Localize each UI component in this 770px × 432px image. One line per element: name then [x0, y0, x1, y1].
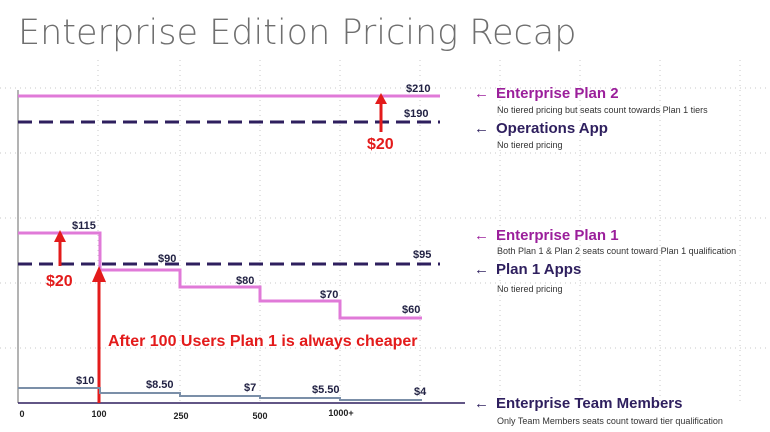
data-label: $10: [76, 375, 94, 387]
legend-label: Operations App: [496, 120, 608, 137]
legend-note: No tiered pricing: [497, 284, 563, 294]
left-arrow-icon: ←: [474, 85, 489, 102]
x-tick-label: 250: [173, 411, 188, 421]
legend-enterprise-plan-2: ← Enterprise Plan 2 No tiered pricing bu…: [474, 85, 708, 115]
arrow-head-icon: [375, 93, 387, 104]
data-label: $210: [406, 83, 430, 95]
left-arrow-icon: ←: [474, 227, 489, 244]
legend-label: Enterprise Plan 2: [496, 85, 619, 102]
data-label: $80: [236, 275, 254, 287]
team-members-line: [18, 387, 422, 401]
x-tick-label: 500: [252, 411, 267, 421]
data-label: $8.50: [146, 379, 174, 391]
legend-operations-app: ← Operations App No tiered pricing: [474, 120, 608, 150]
legend-note: No tiered pricing: [497, 140, 563, 150]
x-tick-label: 1000+: [328, 408, 353, 418]
legend-note: Only Team Members seats count toward tie…: [497, 416, 723, 426]
legend-note: No tiered pricing but seats count toward…: [497, 105, 708, 115]
data-label: $115: [72, 220, 96, 232]
difference-label: $20: [46, 273, 73, 290]
legend-enterprise-plan-1: ← Enterprise Plan 1 Both Plan 1 & Plan 2…: [474, 227, 736, 256]
data-label: $70: [320, 289, 338, 301]
left-arrow-icon: ←: [474, 395, 489, 412]
x-tick-label: 0: [19, 409, 24, 419]
legend-label: Plan 1 Apps: [496, 261, 581, 278]
data-label: $190: [404, 108, 428, 120]
legend-label: Enterprise Plan 1: [496, 227, 619, 244]
legend-team-members: ← Enterprise Team Members Only Team Memb…: [474, 395, 723, 426]
data-label: $95: [413, 249, 431, 261]
data-label: $90: [158, 253, 176, 265]
difference-label: $20: [367, 136, 394, 153]
arrow-head-icon: [92, 266, 106, 282]
data-label: $5.50: [312, 384, 340, 396]
left-arrow-icon: ←: [474, 120, 489, 137]
page-title: Enterprise Edition Pricing Recap: [18, 13, 576, 53]
arrow-head-icon: [54, 230, 66, 242]
data-label: $4: [414, 386, 427, 398]
cheaper-annotation: After 100 Users Plan 1 is always cheaper: [108, 333, 418, 350]
legend-label: Enterprise Team Members: [496, 395, 682, 412]
legend-note: Both Plan 1 & Plan 2 seats count toward …: [497, 246, 736, 256]
left-arrow-icon: ←: [474, 261, 489, 278]
legend-plan-1-apps: ← Plan 1 Apps No tiered pricing: [474, 261, 581, 294]
data-label: $7: [244, 382, 256, 394]
data-label: $60: [402, 304, 420, 316]
enterprise-plan-1-line: [18, 231, 422, 320]
x-tick-label: 100: [91, 409, 106, 419]
